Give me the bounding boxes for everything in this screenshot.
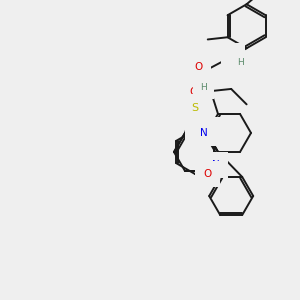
Text: O: O — [203, 169, 211, 179]
Text: H: H — [200, 82, 207, 91]
Text: N: N — [204, 125, 212, 135]
Text: S: S — [191, 103, 198, 113]
Text: N: N — [193, 123, 201, 133]
Text: H: H — [188, 79, 196, 88]
Text: N: N — [204, 169, 212, 179]
Text: O: O — [190, 87, 198, 97]
Text: O: O — [194, 62, 202, 72]
Text: N: N — [200, 128, 208, 138]
Text: N: N — [212, 160, 220, 170]
Text: H: H — [237, 58, 244, 67]
Text: N: N — [229, 51, 237, 61]
